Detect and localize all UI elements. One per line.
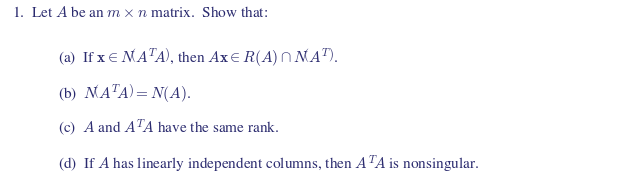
Text: (d)  If $A$ has linearly independent columns, then $A^T\!A$ is nonsingular.: (d) If $A$ has linearly independent colu… (58, 154, 479, 175)
Text: (a)  If $\mathbf{x} \in N\!\left(A^T\!A\right)$, then $A\mathbf{x} \in R(A) \cap: (a) If $\mathbf{x} \in N\!\left(A^T\!A\r… (58, 46, 339, 68)
Text: 1.  Let $A$ be an $m \times n$ matrix.  Show that:: 1. Let $A$ be an $m \times n$ matrix. Sh… (12, 5, 268, 20)
Text: (b)  $N\!\left(A^T\!A\right) = N(A)$.: (b) $N\!\left(A^T\!A\right) = N(A)$. (58, 82, 191, 104)
Text: (c)  $A$ and $A^T\!A$ have the same rank.: (c) $A$ and $A^T\!A$ have the same rank. (58, 117, 279, 138)
